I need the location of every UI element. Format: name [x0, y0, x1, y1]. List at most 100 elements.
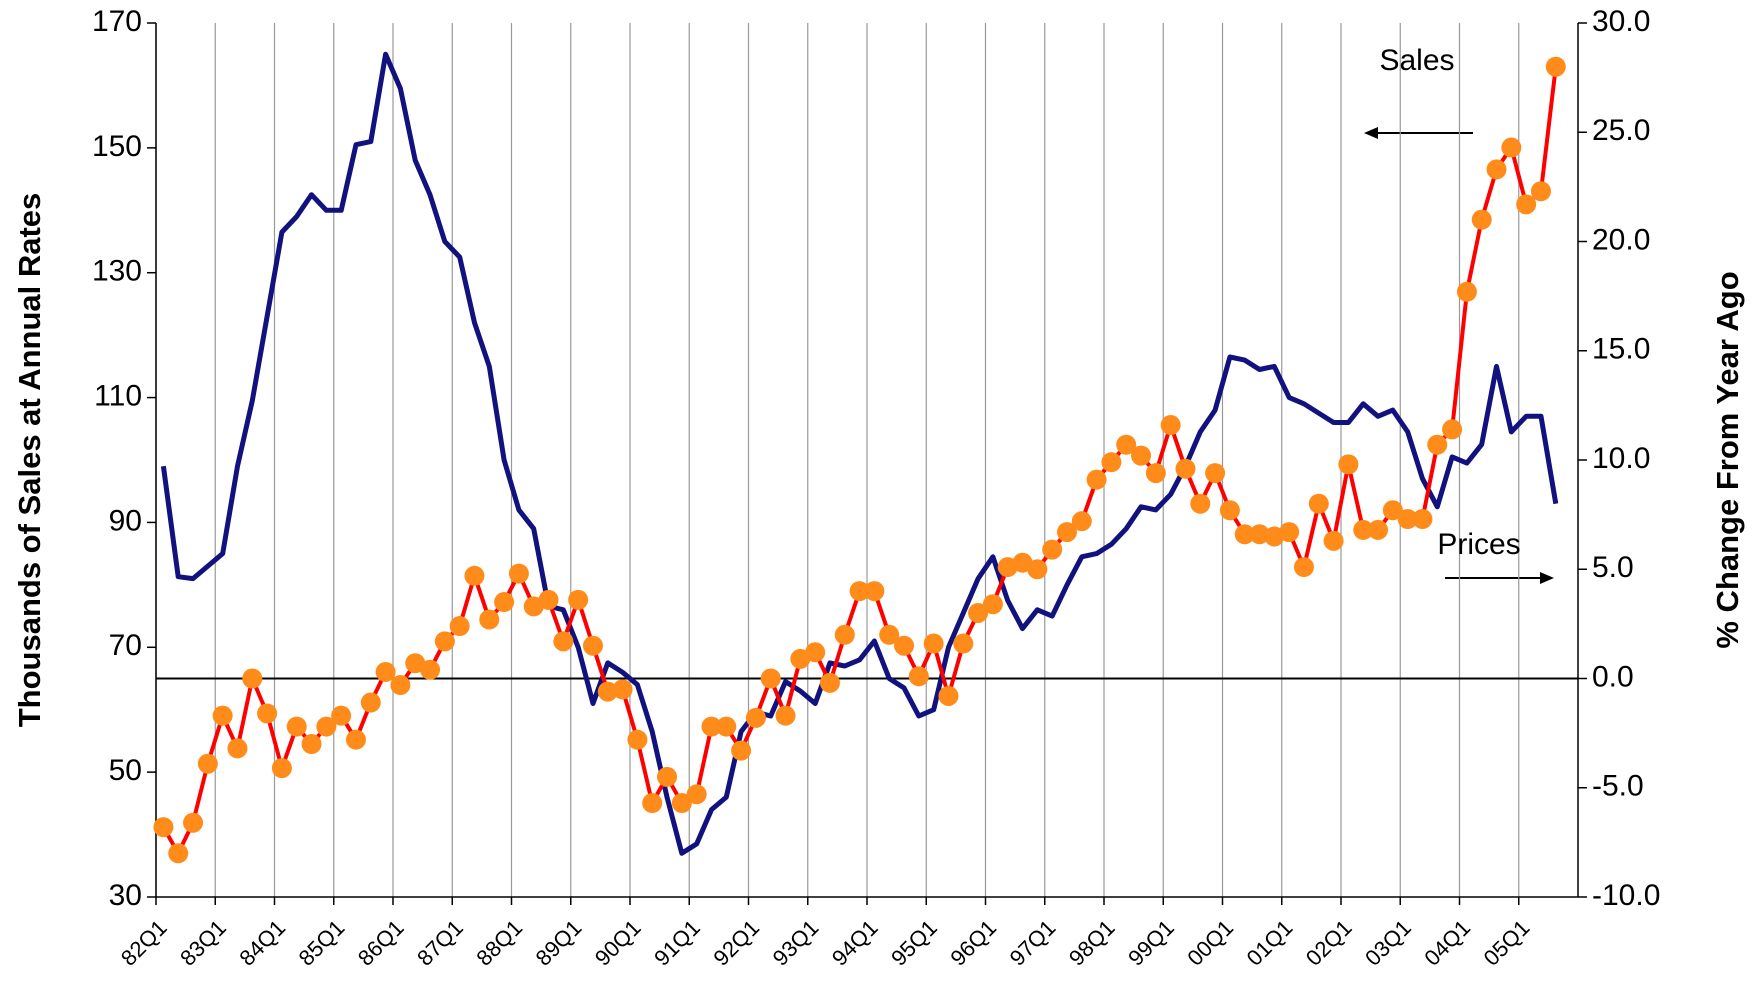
series-marker — [1027, 559, 1048, 580]
x-tick-label: 83Q1 — [175, 915, 231, 971]
y-tick-label: 30 — [109, 879, 142, 912]
series-marker — [1249, 524, 1270, 545]
annotation: Prices — [1437, 528, 1520, 561]
x-tick-label: 01Q1 — [1242, 915, 1298, 971]
series-marker — [375, 661, 396, 682]
series-marker — [612, 679, 633, 700]
series-marker — [331, 705, 352, 726]
series-marker — [1338, 454, 1359, 475]
y-axis-title: Thousands of Sales at Annual Rates — [12, 193, 47, 728]
series-marker — [1042, 539, 1063, 560]
series-marker — [1545, 56, 1566, 77]
series-marker — [1219, 500, 1240, 521]
series-marker — [938, 685, 959, 706]
x-tick-label: 87Q1 — [412, 915, 468, 971]
y2-tick-label: 15.0 — [1592, 333, 1650, 366]
x-tick-label: 04Q1 — [1419, 915, 1475, 971]
series-marker — [1131, 445, 1152, 466]
series-marker — [301, 734, 322, 755]
annotation: Sales — [1379, 44, 1454, 77]
series-marker — [494, 592, 515, 613]
x-tick-label: 94Q1 — [827, 915, 883, 971]
series-marker — [1160, 415, 1181, 436]
x-tick-label: 99Q1 — [1123, 915, 1179, 971]
annotation-arrows — [1364, 127, 1554, 584]
series-marker — [760, 668, 781, 689]
series-marker — [775, 705, 796, 726]
series-marker — [1145, 463, 1166, 484]
series-marker — [879, 624, 900, 645]
series-marker — [1427, 434, 1448, 455]
x-tick-label: 95Q1 — [886, 915, 942, 971]
series-marker — [894, 635, 915, 656]
series-marker — [1086, 469, 1107, 490]
series-marker — [1412, 508, 1433, 529]
x-tick-label: 03Q1 — [1360, 915, 1416, 971]
series-marker — [834, 624, 855, 645]
y-tick-label: 70 — [109, 629, 142, 662]
y2-tick-label: 20.0 — [1592, 223, 1650, 256]
series-marker — [553, 631, 574, 652]
series-marker — [923, 633, 944, 654]
series-marker — [671, 793, 692, 814]
series-marker — [731, 740, 752, 761]
x-tick-label: 88Q1 — [471, 915, 527, 971]
series-marker — [701, 716, 722, 737]
series-marker — [168, 843, 189, 864]
x-tick-label: 84Q1 — [234, 915, 290, 971]
y-tick-label: 170 — [92, 5, 142, 38]
y2-tick-label: 25.0 — [1592, 114, 1650, 147]
series-marker — [242, 668, 263, 689]
series-marker — [286, 716, 307, 737]
series-marker — [582, 635, 603, 656]
series-marker — [1234, 524, 1255, 545]
series-marker — [464, 565, 485, 586]
x-tick-label: 02Q1 — [1301, 915, 1357, 971]
series-marker — [360, 692, 381, 713]
series-marker — [1397, 508, 1418, 529]
series-marker — [271, 758, 292, 779]
series-marker — [1116, 434, 1137, 455]
series-marker — [908, 666, 929, 687]
series-marker — [434, 631, 455, 652]
series-marker — [982, 594, 1003, 615]
series-marker — [508, 563, 529, 584]
series-marker — [1501, 137, 1522, 158]
series-marker — [568, 589, 589, 610]
series-marker — [597, 681, 618, 702]
series-marker — [1293, 557, 1314, 578]
x-tick-label: 93Q1 — [768, 915, 824, 971]
series-marker — [1101, 452, 1122, 473]
x-tick-label: 90Q1 — [590, 915, 646, 971]
x-tick-label: 89Q1 — [531, 915, 587, 971]
y2-tick-label: -10.0 — [1592, 879, 1660, 912]
series-marker — [449, 616, 470, 637]
series-marker — [257, 703, 278, 724]
y2-axis-title: % Change From Year Ago — [1710, 271, 1745, 648]
series-marker — [1323, 530, 1344, 551]
series-marker — [1308, 493, 1329, 514]
series-marker — [1205, 463, 1226, 484]
series-marker — [197, 753, 218, 774]
series-marker — [745, 707, 766, 728]
series-marker — [1486, 159, 1507, 180]
series-marker — [1279, 522, 1300, 543]
y-tick-label: 150 — [92, 130, 142, 163]
y-tick-label: 130 — [92, 255, 142, 288]
x-tick-label: 91Q1 — [649, 915, 705, 971]
series-marker — [1516, 194, 1537, 215]
series-marker — [1190, 493, 1211, 514]
y2-tick-label: 5.0 — [1592, 551, 1634, 584]
series-marker — [153, 817, 174, 838]
series-marker — [345, 729, 366, 750]
y2-tick-label: 30.0 — [1592, 5, 1650, 38]
series-marker — [1442, 419, 1463, 440]
series-marker — [657, 766, 678, 787]
series-marker — [953, 633, 974, 654]
y2-tick-label: 10.0 — [1592, 442, 1650, 475]
series-marker — [968, 602, 989, 623]
series-marker — [1071, 511, 1092, 532]
series-marker — [316, 716, 337, 737]
x-tick-label: 96Q1 — [945, 915, 1001, 971]
series-marker — [1471, 209, 1492, 230]
